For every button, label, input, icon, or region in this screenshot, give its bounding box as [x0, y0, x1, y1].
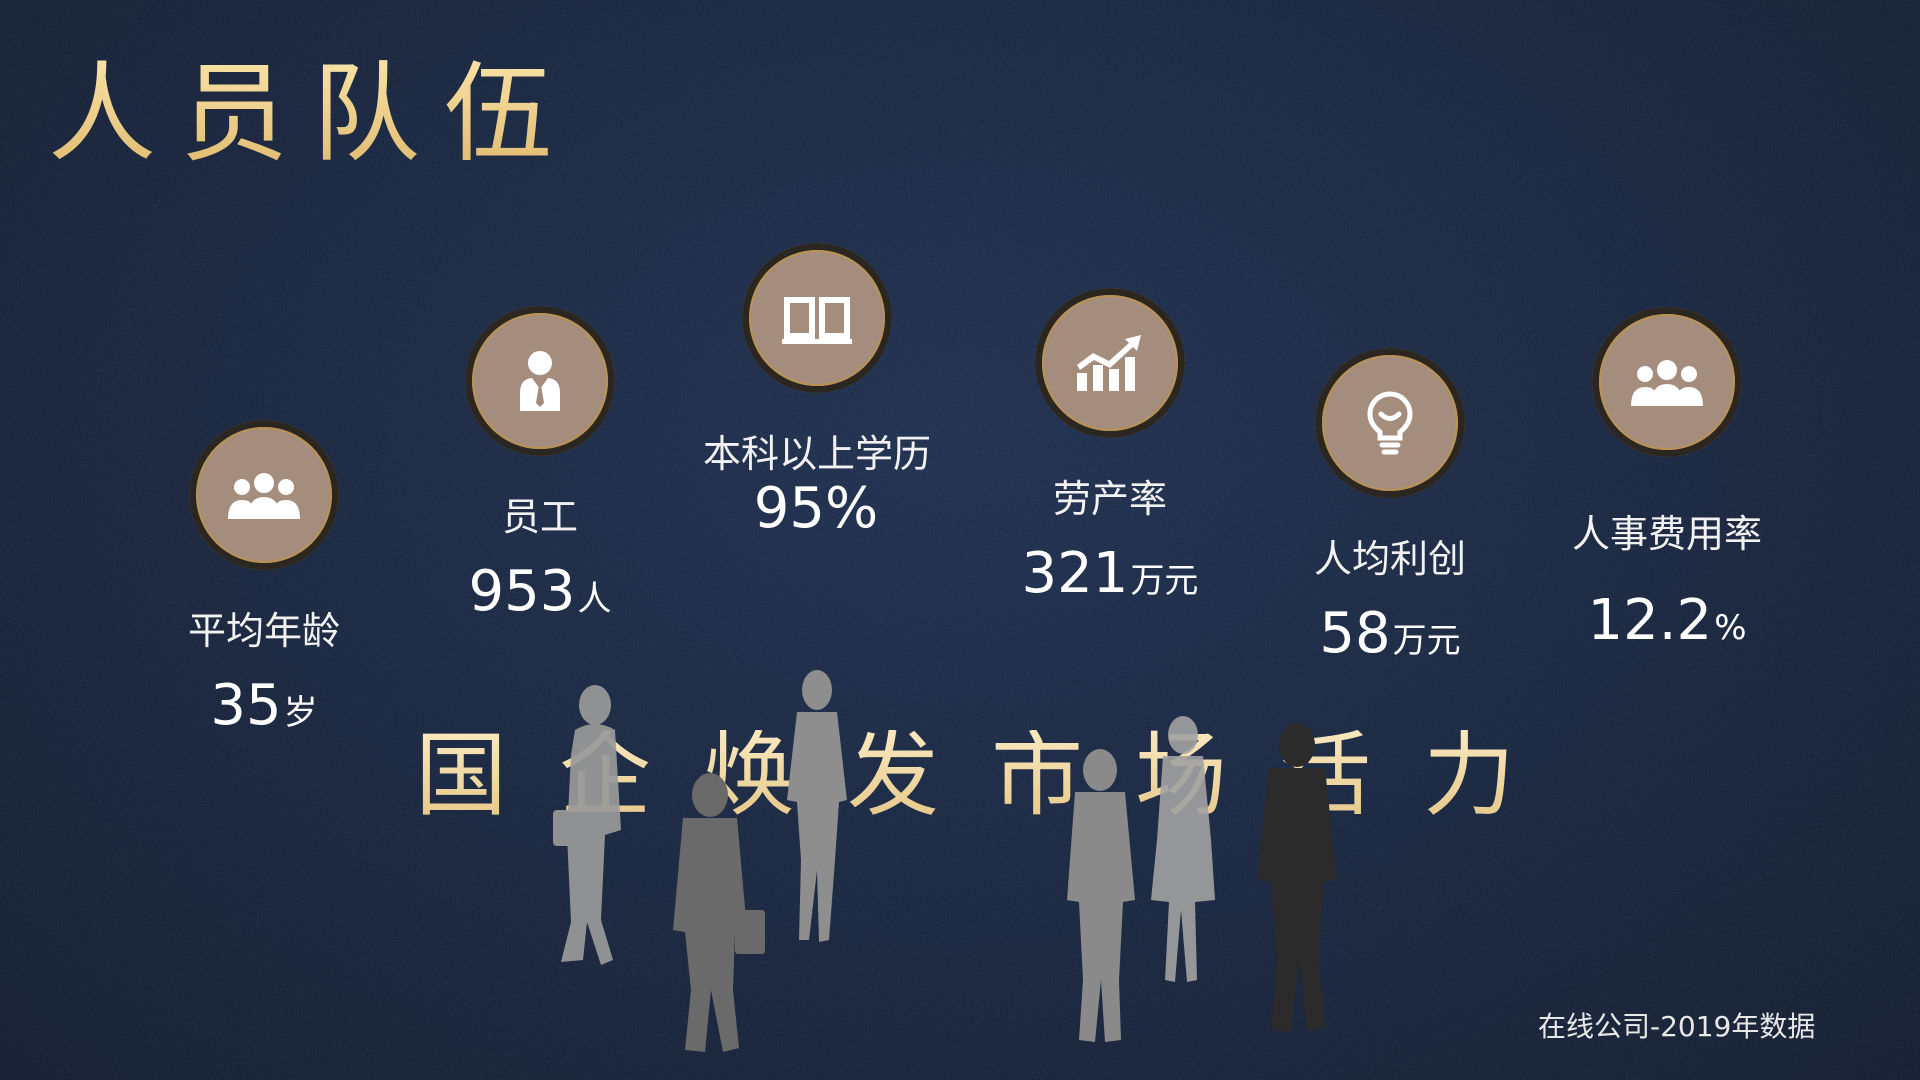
stat-value: 95% — [697, 481, 937, 537]
stat-value: 12.2% — [1547, 593, 1787, 649]
book-icon — [782, 297, 852, 344]
stat-unit: 人 — [577, 579, 612, 619]
stat-icon-circle — [1315, 348, 1465, 498]
growth-chart-icon — [1077, 335, 1141, 391]
stat-value: 953人 — [420, 564, 660, 620]
stat-average-age: 平均年龄 35岁 — [144, 420, 384, 850]
stat-value: 58万元 — [1270, 606, 1510, 662]
lightbulb-icon — [1367, 391, 1413, 455]
stat-label: 劳产率 — [1052, 477, 1167, 521]
stat-unit: 岁 — [283, 693, 318, 733]
stat-unit: 万元 — [1130, 561, 1199, 601]
employee-icon — [520, 351, 560, 411]
stat-number: 12.2 — [1587, 588, 1713, 653]
stat-label: 平均年龄 — [187, 609, 340, 653]
page-title: 人员队伍 — [48, 52, 577, 177]
stat-icon-circle — [742, 243, 892, 393]
team-icon — [1631, 360, 1703, 406]
stat-icon-circle — [1592, 307, 1742, 457]
stat-labor-productivity: 劳产率 321万元 — [990, 288, 1230, 718]
stat-label: 员工 — [501, 495, 578, 539]
team-icon — [228, 473, 300, 519]
stat-number: 95% — [753, 476, 879, 541]
stat-label: 本科以上学历 — [702, 432, 931, 476]
stat-value: 321万元 — [990, 546, 1230, 602]
stat-number: 953 — [468, 559, 576, 624]
data-source-footnote: 在线公司-2019年数据 — [1538, 1010, 1816, 1043]
stat-number: 58 — [1319, 601, 1391, 666]
stat-unit: % — [1714, 608, 1747, 648]
stat-profit-per-capita: 人均利创 58万元 — [1270, 348, 1510, 778]
stat-icon-circle — [1035, 288, 1185, 438]
stat-personnel-cost-ratio: 人事费用率 12.2% — [1547, 307, 1787, 737]
stat-icon-circle — [189, 420, 339, 570]
slogan: 国企焕发市场活力 — [415, 722, 1568, 829]
stat-value: 35岁 — [144, 678, 384, 734]
stat-label: 人均利创 — [1313, 537, 1466, 581]
stat-unit: 万元 — [1392, 621, 1461, 661]
stat-icon-circle — [465, 306, 615, 456]
stat-education: 本科以上学历 95% — [697, 243, 937, 673]
stat-number: 35 — [210, 673, 282, 738]
stat-employees: 员工 953人 — [420, 306, 660, 736]
stat-number: 321 — [1021, 541, 1129, 606]
stat-label: 人事费用率 — [1571, 512, 1762, 556]
